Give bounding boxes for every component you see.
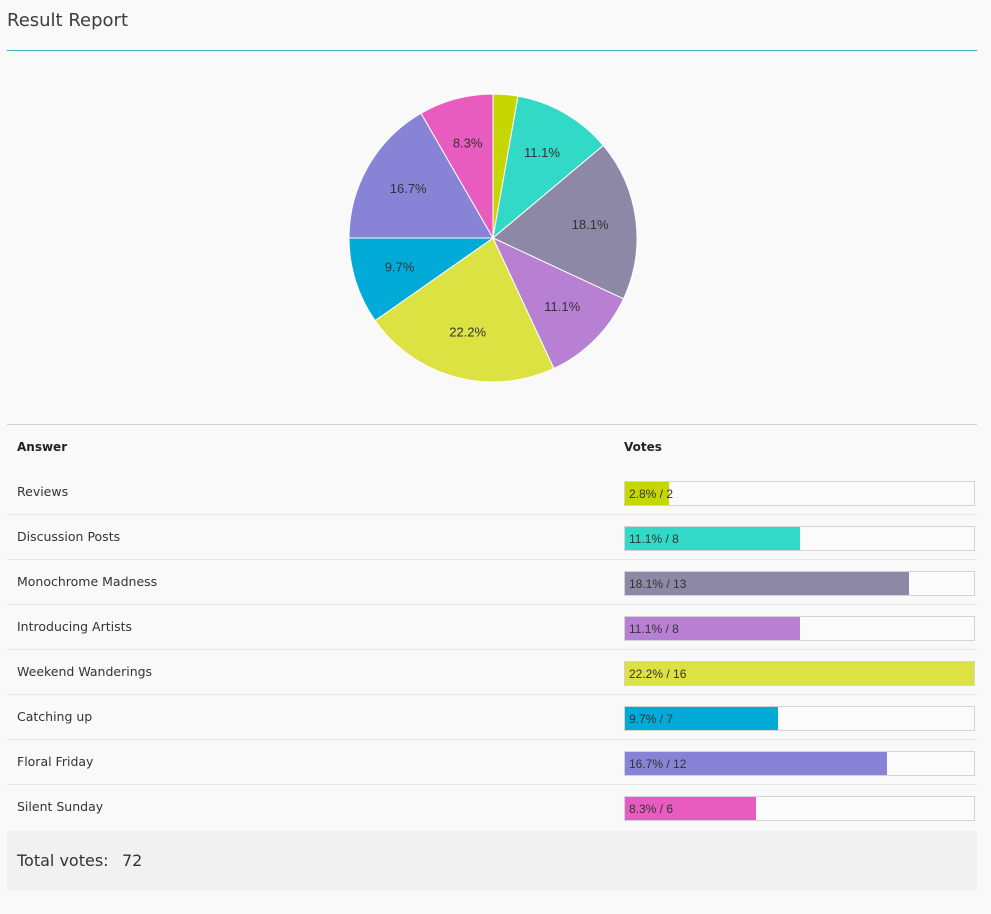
vote-bar-fill	[625, 527, 800, 550]
answer-label: Reviews	[17, 484, 69, 499]
vote-bar-fill	[625, 662, 974, 685]
column-header-answer: Answer	[17, 440, 68, 454]
row-divider	[7, 739, 977, 740]
answer-label: Discussion Posts	[17, 529, 121, 544]
pie-slice-floral-friday	[348, 112, 494, 239]
row-divider	[7, 649, 977, 650]
vote-bar-label: 11.1% / 8	[629, 622, 679, 636]
vote-bar: 2.8% / 2	[624, 481, 975, 506]
vote-bar: 8.3% / 6	[624, 796, 975, 821]
pie-slice-discussion-posts	[492, 95, 605, 240]
pie-slice-label: 8.3%	[453, 135, 483, 150]
vote-bar-fill	[625, 707, 778, 730]
total-votes-label: Total votes:	[17, 851, 109, 870]
vote-bar-label: 8.3% / 6	[629, 802, 674, 816]
table-divider	[7, 424, 977, 425]
table-row: Introducing Artists 11.1% / 8	[7, 605, 977, 650]
row-divider	[7, 514, 977, 515]
vote-bar-label: 2.8% / 2	[629, 487, 674, 501]
vote-bar-label: 11.1% / 8	[629, 532, 679, 546]
pie-slice-weekend-wanderings	[374, 237, 555, 383]
row-divider	[7, 604, 977, 605]
answer-label: Catching up	[17, 709, 93, 724]
vote-bar: 16.7% / 12	[624, 751, 975, 776]
table-row: Weekend Wanderings 22.2% / 16	[7, 650, 977, 695]
answer-label: Floral Friday	[17, 754, 94, 769]
answer-label: Introducing Artists	[17, 619, 133, 634]
vote-bar-label: 9.7% / 7	[629, 712, 674, 726]
vote-bar-fill	[625, 617, 800, 640]
row-divider	[7, 559, 977, 560]
vote-bar: 22.2% / 16	[624, 661, 975, 686]
pie-slice-label: 11.1%	[524, 145, 560, 160]
total-votes-value: 72	[122, 851, 143, 870]
pie-slice-label: 11.1%	[544, 299, 580, 314]
vote-bar-fill	[625, 482, 669, 505]
vote-bar: 18.1% / 13	[624, 571, 975, 596]
pie-slice-catching-up	[348, 237, 495, 322]
answer-label: Monochrome Madness	[17, 574, 158, 589]
vote-bar-fill	[625, 797, 756, 820]
table-row: Reviews 2.8% / 2	[7, 470, 977, 515]
answer-label: Silent Sunday	[17, 799, 104, 814]
row-divider	[7, 784, 977, 785]
table-row: Catching up 9.7% / 7	[7, 695, 977, 740]
vote-bar-label: 16.7% / 12	[629, 757, 687, 771]
vote-bar: 11.1% / 8	[624, 616, 975, 641]
pie-slice-label: 9.7%	[385, 259, 415, 274]
pie-slice-label: 16.7%	[390, 181, 427, 196]
title-divider	[7, 50, 977, 51]
pie-slice-label: 18.1%	[572, 217, 609, 232]
vote-bar-label: 18.1% / 13	[629, 577, 687, 591]
vote-bar-fill	[625, 572, 909, 595]
total-votes-panel: Total votes: 72	[7, 831, 977, 891]
pie-slice-silent-sunday	[420, 93, 494, 240]
table-row: Monochrome Madness 18.1% / 13	[7, 560, 977, 605]
table-row: Silent Sunday 8.3% / 6	[7, 785, 977, 830]
page-title: Result Report	[7, 10, 129, 31]
vote-bar-label: 22.2% / 16	[629, 667, 687, 681]
pie-slice-label: 22.2%	[449, 325, 486, 340]
pie-slice-introducing-artists	[491, 236, 625, 370]
column-header-votes: Votes	[624, 440, 662, 454]
table-row: Discussion Posts 11.1% / 8	[7, 515, 977, 560]
table-row: Floral Friday 16.7% / 12	[7, 740, 977, 785]
vote-bar-fill	[625, 752, 887, 775]
row-divider	[7, 694, 977, 695]
pie-chart: 11.1% 18.1% 11.1% 22.2% 9.7% 16.7% 8.3%	[348, 93, 638, 383]
vote-bar: 11.1% / 8	[624, 526, 975, 551]
pie-slice-monochrome-madness	[492, 144, 638, 300]
vote-bar: 9.7% / 7	[624, 706, 975, 731]
answer-label: Weekend Wanderings	[17, 664, 153, 679]
